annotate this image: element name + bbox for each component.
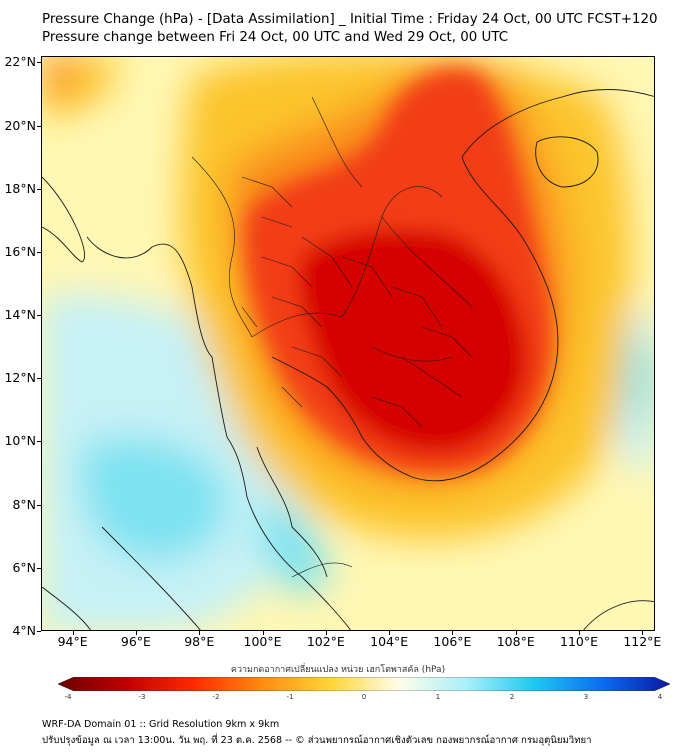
lat-label: 10°N bbox=[4, 433, 36, 449]
lat-tick bbox=[37, 251, 41, 253]
lat-tick bbox=[37, 315, 41, 317]
coastline-borneo bbox=[583, 600, 654, 630]
map-subtitle: Pressure change between Fri 24 Oct, 00 U… bbox=[42, 30, 509, 45]
colorbar-tick-label: -2 bbox=[212, 693, 220, 701]
coastline-sumatra bbox=[42, 526, 201, 630]
lat-tick bbox=[37, 188, 41, 190]
lat-tick bbox=[37, 631, 41, 632]
colorbar-tick-label: -3 bbox=[138, 693, 146, 701]
lat-tick bbox=[37, 504, 41, 506]
colorbar-tick-label: 0 bbox=[361, 693, 367, 701]
colorbar-bar bbox=[58, 677, 670, 691]
coastlines-and-borders bbox=[42, 89, 654, 630]
lat-label: 22°N bbox=[4, 54, 36, 70]
lon-tick bbox=[72, 631, 74, 635]
lat-label: 20°N bbox=[4, 117, 36, 133]
footer-model-info: WRF-DA Domain 01 :: Grid Resolution 9km … bbox=[42, 719, 280, 730]
lon-tick bbox=[579, 631, 581, 635]
lon-tick bbox=[389, 631, 391, 635]
lat-label: 4°N bbox=[12, 623, 36, 638]
coastline-peninsula bbox=[246, 446, 352, 630]
lat-tick bbox=[37, 441, 41, 443]
lat-label: 18°N bbox=[4, 180, 36, 196]
lon-tick bbox=[199, 631, 201, 635]
province-borders bbox=[241, 176, 473, 428]
lat-tick bbox=[37, 567, 41, 569]
lat-label: 8°N bbox=[12, 496, 36, 512]
lat-tick bbox=[37, 378, 41, 380]
lat-label: 14°N bbox=[4, 307, 36, 323]
moderate-fall-area-nw bbox=[42, 57, 82, 97]
lon-label: 110°E bbox=[560, 634, 599, 649]
lon-label: 98°E bbox=[184, 634, 215, 649]
lon-label: 106°E bbox=[433, 634, 472, 649]
lon-label: 96°E bbox=[120, 634, 151, 649]
lon-label: 94°E bbox=[57, 634, 88, 649]
colorbar-tick-label: 2 bbox=[509, 693, 515, 701]
lat-label: 6°N bbox=[12, 559, 36, 575]
map-title: Pressure Change (hPa) - [Data Assimilati… bbox=[42, 12, 658, 27]
pressure-fall-core bbox=[245, 69, 552, 474]
country-borders bbox=[191, 96, 473, 578]
colorbar-tick-label: 1 bbox=[435, 693, 441, 701]
coastline-myanmar bbox=[42, 176, 248, 498]
footer-update-info: ปรับปรุงข้อมูล ณ เวลา 13:00น. วัน พฤ. ที… bbox=[42, 735, 592, 746]
lon-tick bbox=[135, 631, 137, 635]
colorbar-label: ความกดอากาศเปลี่ยนแปลง หน่วย เฮกโตพาสคัล… bbox=[230, 665, 446, 675]
lon-tick bbox=[262, 631, 264, 635]
lon-label: 100°E bbox=[243, 634, 282, 649]
lon-label: 112°E bbox=[623, 634, 662, 649]
deep-fall-area bbox=[298, 229, 527, 452]
colorbar-tick-label: 3 bbox=[583, 693, 589, 701]
rise-area-south-china-sea bbox=[625, 342, 654, 427]
map-canvas bbox=[42, 57, 654, 630]
coastline-gulf bbox=[271, 89, 654, 482]
lat-tick bbox=[37, 125, 41, 127]
lat-label: 12°N bbox=[4, 370, 36, 386]
colorbar bbox=[58, 677, 670, 691]
lon-label: 108°E bbox=[496, 634, 535, 649]
rise-area-andaman bbox=[80, 437, 229, 562]
lon-tick bbox=[325, 631, 327, 635]
pressure-change-map bbox=[41, 56, 655, 631]
colorbar-tick-label: 4 bbox=[657, 693, 663, 701]
lon-label: 104°E bbox=[370, 634, 409, 649]
lat-tick bbox=[37, 62, 41, 64]
colorbar-tick-label: -1 bbox=[286, 693, 294, 701]
lon-tick bbox=[642, 631, 644, 635]
colorbar-tick-label: -4 bbox=[64, 693, 72, 701]
lon-tick bbox=[452, 631, 454, 635]
lat-label: 16°N bbox=[4, 243, 36, 259]
coastline-hainan bbox=[535, 136, 599, 188]
rise-area-gulf bbox=[258, 505, 327, 594]
lon-label: 102°E bbox=[306, 634, 345, 649]
lon-tick bbox=[515, 631, 517, 635]
